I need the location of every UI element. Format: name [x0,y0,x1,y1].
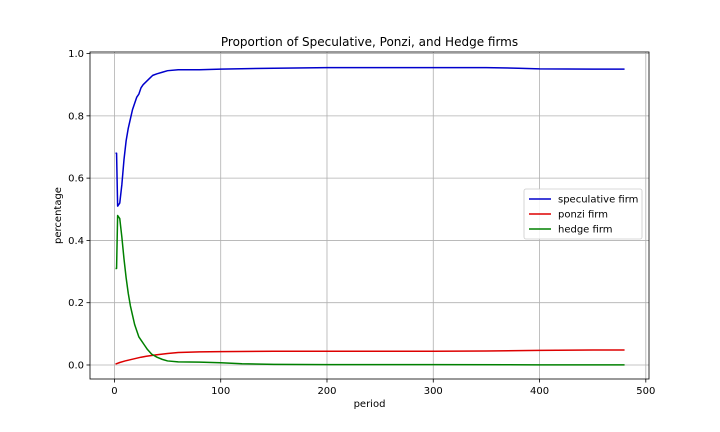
series-line-1 [115,349,625,365]
x-tick-label: 400 [530,386,549,397]
chart-title: Proportion of Speculative, Ponzi, and He… [221,35,518,49]
y-tick-label: 0.6 [68,174,84,185]
legend: speculative firm ponzi firm hedge firm [523,188,643,240]
legend-label-0: speculative firm [558,195,638,206]
x-axis-label: period [354,399,386,410]
series-line-0 [115,66,625,207]
x-tick-label: 200 [317,386,336,397]
y-tick-label: 0.4 [68,236,84,247]
series-line-2 [115,214,625,366]
legend-label-2: hedge firm [558,225,613,236]
legend-box [523,188,643,240]
legend-items: speculative firm ponzi firm hedge firm [529,195,638,236]
y-tick-label: 0.8 [68,111,84,122]
x-tick-label: 100 [211,386,230,397]
x-axis-ticks: 0 100 200 300 400 500 [111,379,655,397]
y-axis-ticks: 0.0 0.2 0.4 0.6 0.8 1.0 [68,49,90,371]
series-lines [115,66,625,366]
y-tick-label: 0.0 [68,360,84,371]
y-tick-label: 1.0 [68,49,84,60]
x-tick-label: 0 [111,386,117,397]
y-tick-label: 0.2 [68,298,84,309]
x-tick-label: 500 [636,386,655,397]
legend-label-1: ponzi firm [558,210,608,221]
x-tick-label: 300 [424,386,443,397]
y-axis-label: percentage [53,187,64,244]
plot-frame [89,51,650,380]
